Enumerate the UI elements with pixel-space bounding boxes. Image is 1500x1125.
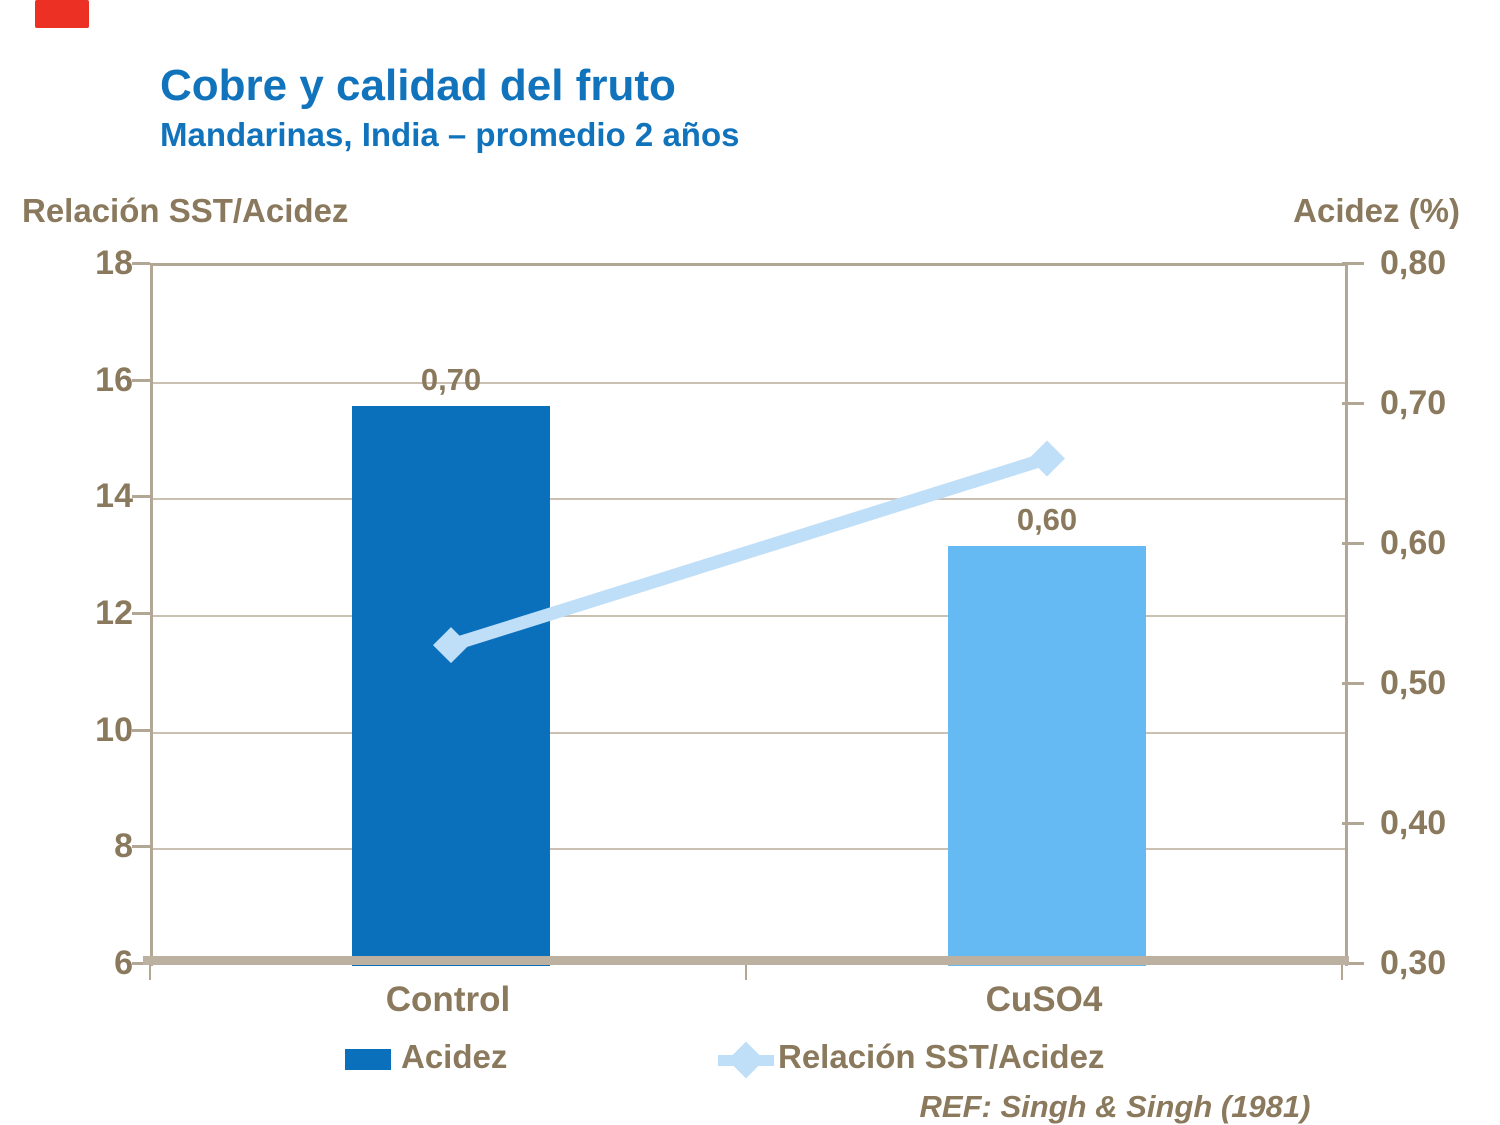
bar-value-label: 0,70 [420,362,482,397]
left-axis-tick-label: 6 [114,944,133,982]
legend-diamond-icon [727,1041,765,1079]
bar-control [352,406,550,966]
left-axis-tickmark [132,728,150,732]
right-axis-tick-label: 0,40 [1380,804,1447,842]
left-axis-tickmark [132,262,150,265]
legend-relacion-label: Relación SST/Acidez [778,1038,1105,1075]
left-axis-title: Relación SST/Acidez [22,192,349,229]
diamond-marker [433,627,469,664]
left-axis-tickmark [132,612,150,615]
right-axis-tick-label: 0,70 [1380,384,1447,422]
bar-cuso4 [948,546,1146,966]
red-accent-block [35,0,89,28]
x-axis-line [143,956,1349,965]
left-axis-tick-label: 14 [95,477,133,516]
legend-acidez-swatch [345,1049,391,1070]
left-axis-tick-label: 12 [95,594,133,632]
right-axis-tick-label: 0,30 [1380,944,1447,982]
left-axis-tickmark [132,378,150,382]
title-block: Cobre y calidad del fruto Mandarinas, In… [160,62,739,154]
gridline [153,498,1345,501]
left-axis-tick-label: 18 [95,244,133,282]
left-axis-tick-label: 10 [95,710,133,749]
category-label-control: Control [385,980,511,1019]
reference-text: REF: Singh & Singh (1981) [919,1089,1311,1124]
diamond-marker [1029,440,1065,477]
gridline [153,615,1345,617]
category-label-cuso4: CuSO4 [985,980,1103,1019]
slide-subtitle: Mandarinas, India – promedio 2 años [160,115,740,153]
gridline [153,731,1345,734]
slide-title: Cobre y calidad del fruto [160,61,676,110]
legend-acidez-label: Acidez [401,1038,508,1075]
left-axis-tickmark [132,845,150,849]
line-segment [449,452,1049,652]
gridline [153,381,1345,384]
line-series-relacion-sst-acidez [433,440,1065,664]
right-axis-tick-label: 0,80 [1380,244,1447,282]
right-axis-title: Acidez (%) [1293,192,1460,229]
left-axis-tick-label: 8 [114,827,133,866]
right-axis-tick-label: 0,50 [1380,664,1447,702]
legend: Acidez Relación SST/Acidez [0,1038,1500,1082]
right-axis-tick-label: 0,60 [1380,524,1447,562]
left-axis-tickmark [132,495,150,499]
plot-area: 0,70 0,60 [150,263,1348,966]
gridline [153,848,1345,851]
left-axis-tick-label: 16 [95,360,133,399]
bar-value-label: 0,60 [1016,502,1078,537]
